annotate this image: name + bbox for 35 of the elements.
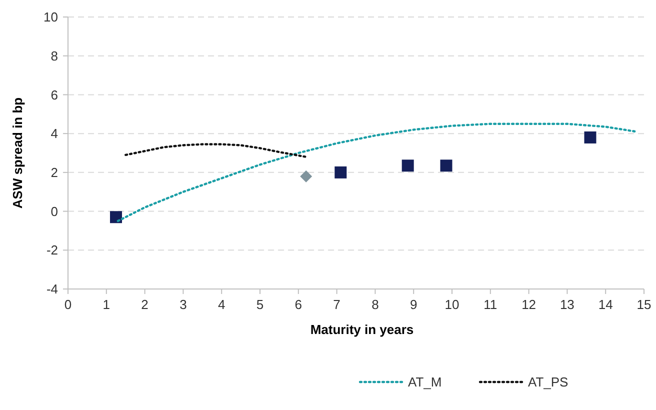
point	[300, 170, 312, 182]
x-tick-label: 10	[444, 297, 460, 312]
x-axis-title: Maturity in years	[310, 322, 414, 337]
x-tick-label: 7	[333, 297, 340, 312]
x-tick-label: 11	[484, 297, 498, 312]
y-tick-label: -2	[46, 242, 58, 258]
y-axis-title: ASW spread in bp	[10, 97, 25, 209]
x-tick-label: 15	[636, 297, 652, 312]
x-tick-label: 4	[218, 297, 226, 312]
x-tick-label: 5	[256, 297, 264, 312]
x-tick-label: 1	[102, 297, 110, 312]
point	[440, 160, 452, 172]
x-tick-label: 13	[560, 297, 574, 312]
point	[110, 211, 122, 224]
legend-label: AT_M	[408, 374, 442, 390]
x-tick-label: 2	[141, 297, 148, 312]
x-tick-label: 8	[372, 297, 379, 312]
x-tick-label: 3	[180, 297, 187, 312]
x-tick-label: 12	[522, 297, 536, 312]
x-tick-label: 0	[64, 297, 72, 312]
y-tick-label: 6	[50, 87, 58, 102]
point	[584, 131, 596, 144]
y-tick-label: 0	[50, 204, 58, 219]
x-tick-label: 9	[410, 297, 418, 312]
point	[402, 160, 414, 172]
y-tick-label: -4	[46, 282, 58, 297]
legend-label: AT_PS	[528, 374, 569, 390]
y-tick-label: 2	[50, 164, 58, 180]
y-tick-label: 10	[44, 10, 58, 25]
x-tick-label: 6	[294, 297, 302, 312]
y-tick-label: 4	[50, 126, 58, 142]
point	[334, 166, 347, 178]
x-tick-label: 14	[598, 297, 613, 312]
y-tick-label: 8	[50, 48, 58, 64]
line-series	[124, 143, 308, 158]
